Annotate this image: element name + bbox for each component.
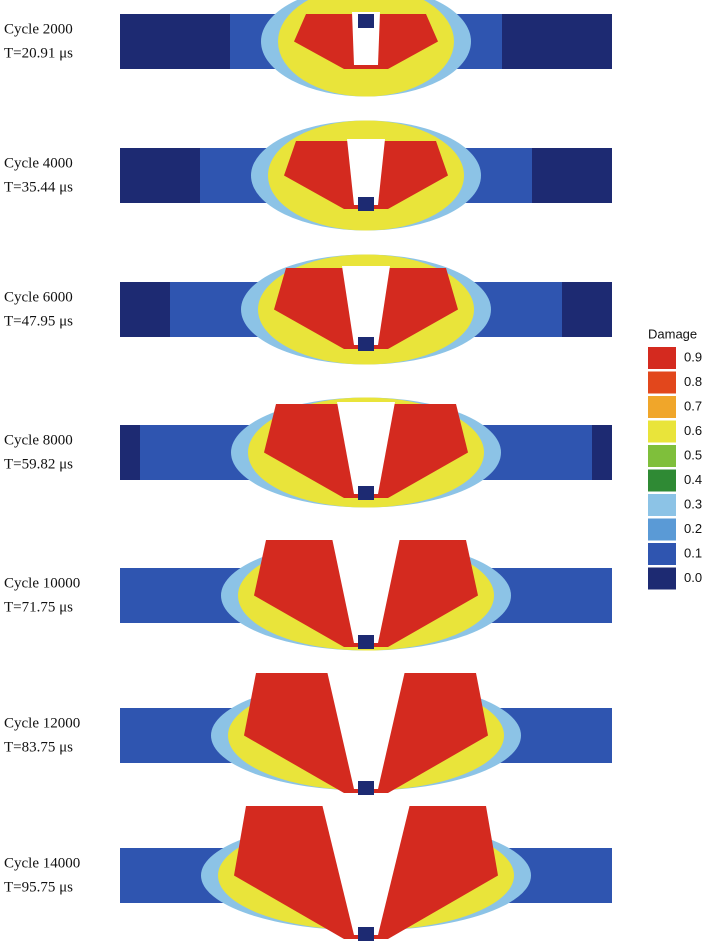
- legend-swatch: [648, 396, 676, 418]
- panel: [120, 671, 612, 795]
- cycle-label: Cycle 4000: [4, 155, 73, 171]
- bar-end: [532, 148, 612, 203]
- cycle-label: Cycle 2000: [4, 21, 73, 37]
- legend-label: 0.7: [684, 398, 702, 413]
- legend-label: 0.4: [684, 472, 702, 487]
- projectile: [358, 635, 374, 649]
- panel: [120, 255, 612, 365]
- bar-end: [120, 148, 200, 203]
- panel: [120, 121, 612, 231]
- figure: Damage Cycle 2000 T=20.91 μs Cycle 4000 T=3…: [0, 0, 714, 945]
- cycle-label: Cycle 6000: [4, 289, 73, 305]
- legend-swatch: [648, 347, 676, 369]
- projectile: [358, 927, 374, 941]
- projectile: [358, 486, 374, 500]
- projectile: [358, 14, 374, 28]
- legend-label: 0.1: [684, 545, 702, 560]
- panel: [120, 538, 612, 651]
- legend-label: 0.6: [684, 423, 702, 438]
- bar-end: [120, 14, 230, 69]
- legend-label: 0.8: [684, 374, 702, 389]
- panel: [120, 804, 612, 941]
- legend-swatch: [648, 470, 676, 492]
- legend-label: 0.5: [684, 447, 702, 462]
- legend-swatch: [648, 519, 676, 541]
- time-label: T=20.91 μs: [4, 45, 73, 61]
- legend-label: 0.3: [684, 496, 702, 511]
- panel: [120, 398, 612, 508]
- legend-swatch: [648, 543, 676, 565]
- legend-swatch: [648, 445, 676, 467]
- projectile: [358, 337, 374, 351]
- cycle-label: Cycle 8000: [4, 432, 73, 448]
- time-label: T=59.82 μs: [4, 456, 73, 472]
- legend-swatch: [648, 372, 676, 394]
- bar-end: [562, 282, 612, 337]
- bar-end: [502, 14, 612, 69]
- time-label: T=47.95 μs: [4, 313, 73, 329]
- legend-label: 0.9: [684, 349, 702, 364]
- bar-end: [592, 425, 612, 480]
- bar-end: [120, 425, 140, 480]
- legend-swatch: [648, 494, 676, 516]
- legend-swatch: [648, 568, 676, 590]
- time-label: T=95.75 μs: [4, 879, 73, 895]
- time-label: T=71.75 μs: [4, 599, 73, 615]
- cycle-label: Cycle 14000: [4, 855, 80, 871]
- time-label: T=83.75 μs: [4, 739, 73, 755]
- legend-title: Damage: [648, 326, 697, 341]
- panel: [120, 0, 612, 97]
- legend-label: 0.0: [684, 570, 702, 585]
- projectile: [358, 197, 374, 211]
- bar-end: [120, 282, 170, 337]
- projectile: [358, 781, 374, 795]
- legend-label: 0.2: [684, 521, 702, 536]
- cycle-label: Cycle 10000: [4, 575, 80, 591]
- cycle-label: Cycle 12000: [4, 715, 80, 731]
- legend-swatch: [648, 421, 676, 443]
- time-label: T=35.44 μs: [4, 179, 73, 195]
